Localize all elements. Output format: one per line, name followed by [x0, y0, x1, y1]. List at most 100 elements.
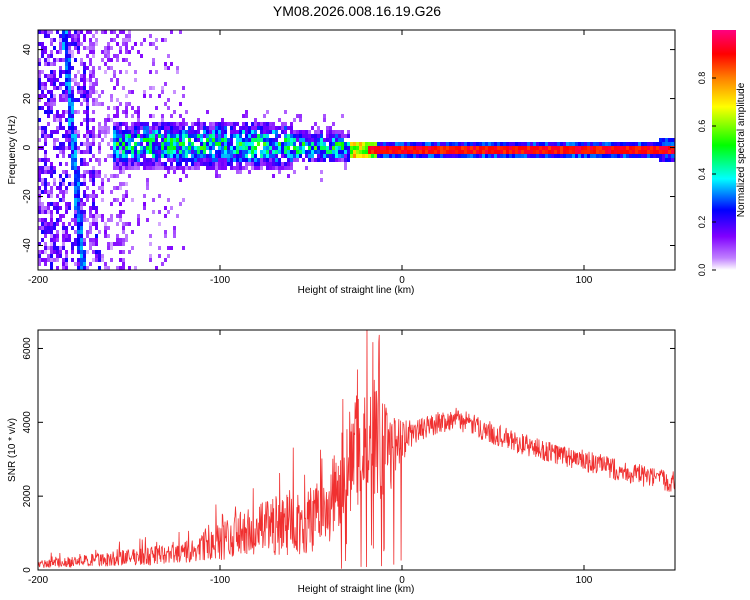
heatmap-cell [341, 134, 344, 138]
heatmap-cell [389, 150, 392, 154]
heatmap-cell [89, 30, 92, 34]
heatmap-cell [476, 146, 479, 150]
heatmap-cell [38, 42, 41, 46]
heatmap-cell [347, 150, 350, 154]
heatmap-cell [149, 94, 152, 98]
heatmap-cell [77, 42, 80, 46]
heatmap-cell [80, 250, 83, 254]
heatmap-cell [179, 114, 182, 118]
heatmap-cell [74, 210, 77, 214]
heatmap-cell [101, 218, 104, 222]
heatmap-cell [104, 54, 107, 58]
heatmap-cell [38, 186, 41, 190]
heatmap-cell [290, 150, 293, 154]
heatmap-cell [536, 150, 539, 154]
heatmap-cell [92, 202, 95, 206]
heatmap-cell [191, 130, 194, 134]
heatmap-cell [362, 142, 365, 146]
heatmap-cell [89, 70, 92, 74]
heatmap-cell [92, 258, 95, 262]
heatmap-cell [65, 46, 68, 50]
heatmap-cell [179, 30, 182, 34]
heatmap-cell [248, 150, 251, 154]
heatmap-cell [278, 158, 281, 162]
heatmap-cell [68, 142, 71, 146]
heatmap-cell [68, 130, 71, 134]
heatmap-cell [350, 142, 353, 146]
heatmap-cell [143, 150, 146, 154]
heatmap-cell [47, 222, 50, 226]
heatmap-cell [647, 142, 650, 146]
heatmap-cell [56, 138, 59, 142]
heatmap-cell [125, 154, 128, 158]
heatmap-cell [92, 194, 95, 198]
heatmap-cell [590, 146, 593, 150]
heatmap-cell [224, 162, 227, 166]
heatmap-cell [119, 126, 122, 130]
heatmap-cell [254, 122, 257, 126]
heatmap-cell [59, 34, 62, 38]
heatmap-cell [554, 146, 557, 150]
heatmap-cell [167, 158, 170, 162]
heatmap-cell [167, 146, 170, 150]
heatmap-cell [413, 142, 416, 146]
heatmap-cell [38, 58, 41, 62]
heatmap-cell [308, 154, 311, 158]
heatmap-cell [107, 178, 110, 182]
heatmap-cell [245, 162, 248, 166]
heatmap-cell [83, 46, 86, 50]
heatmap-cell [344, 162, 347, 166]
heatmap-cell [176, 146, 179, 150]
heatmap-cell [479, 146, 482, 150]
heatmap-cell [131, 146, 134, 150]
heatmap-cell [149, 70, 152, 74]
heatmap-cell [323, 146, 326, 150]
heatmap-cell [140, 146, 143, 150]
snr-x-axis: -200 -100 0 100 [28, 330, 593, 586]
heatmap-cell [53, 226, 56, 230]
heatmap-cell [452, 146, 455, 150]
heatmap-cell [59, 50, 62, 54]
heatmap-cell [410, 150, 413, 154]
heatmap-cell [164, 146, 167, 150]
heatmap-cell [209, 126, 212, 130]
heatmap-cell [83, 170, 86, 174]
heatmap-cell [74, 74, 77, 78]
heatmap-cell [176, 158, 179, 162]
heatmap-cell [545, 154, 548, 158]
heatmap-cell [302, 130, 305, 134]
heatmap-cell [671, 138, 674, 142]
heatmap-cell [233, 166, 236, 170]
heatmap-cell [461, 150, 464, 154]
heatmap-cell [176, 130, 179, 134]
heatmap-cell [284, 146, 287, 150]
heatmap-cell [44, 150, 47, 154]
heatmap-cell [74, 98, 77, 102]
heatmap-cell [257, 166, 260, 170]
heatmap-cell [62, 214, 65, 218]
heatmap-cell [50, 262, 53, 266]
heatmap-cell [149, 162, 152, 166]
heatmap-cell [56, 154, 59, 158]
heatmap-cell [101, 138, 104, 142]
heatmap-cell [152, 166, 155, 170]
heatmap-cell [284, 142, 287, 146]
heatmap-cell [431, 142, 434, 146]
heatmap-cell [263, 122, 266, 126]
heatmap-cell [149, 158, 152, 162]
heatmap-cell [41, 50, 44, 54]
heatmap-cell [263, 158, 266, 162]
heatmap-cell [185, 158, 188, 162]
heatmap-cell [200, 142, 203, 146]
heatmap-cell [230, 162, 233, 166]
heatmap-cell [71, 106, 74, 110]
heatmap-cell [92, 86, 95, 90]
heatmap-cell [122, 150, 125, 154]
heatmap-cell [56, 230, 59, 234]
heatmap-cell [359, 146, 362, 150]
heatmap-cell [194, 154, 197, 158]
heatmap-cell [221, 146, 224, 150]
heatmap-cell [266, 134, 269, 138]
spectrogram-x-tick-label: -200 [28, 275, 48, 286]
heatmap-cell [155, 46, 158, 50]
